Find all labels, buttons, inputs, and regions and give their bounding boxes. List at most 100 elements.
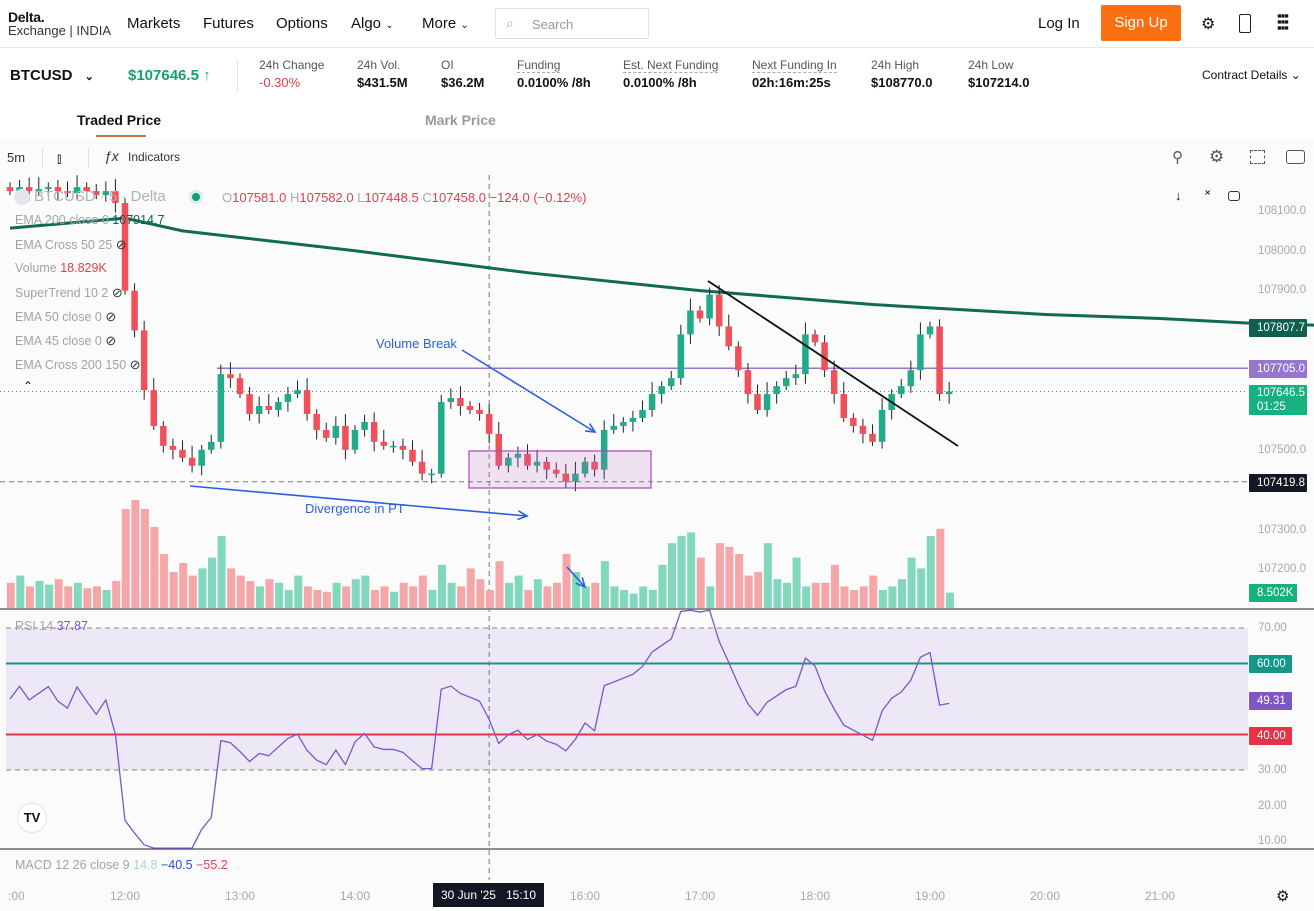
volume-bar	[687, 532, 696, 608]
mobile-icon[interactable]	[1239, 14, 1251, 33]
volume-bar	[25, 586, 34, 608]
candle-body	[821, 342, 828, 371]
volume-bar	[390, 591, 399, 608]
candle-body	[735, 346, 742, 371]
divider	[42, 148, 43, 168]
time-axis-settings-icon[interactable]: ⚙	[1276, 888, 1290, 905]
indicator-legend-item[interactable]: EMA 45 close 0 ⊘	[15, 333, 116, 349]
candle-body	[620, 421, 627, 426]
chevron-down-icon: ⌄	[84, 71, 94, 83]
market-status-icon	[191, 193, 200, 202]
candle-body	[409, 449, 416, 462]
signup-button[interactable]: Sign Up	[1101, 5, 1181, 41]
volume-bar	[112, 581, 121, 608]
nav-futures[interactable]: Futures	[203, 15, 254, 32]
contract-details-button[interactable]: Contract Details ⌄	[1202, 68, 1301, 82]
nav-more[interactable]: More ⌄	[422, 15, 469, 32]
stat-label: Funding	[517, 58, 561, 73]
hline-price-tag: 107705.0	[1249, 360, 1307, 378]
logo[interactable]: Delta.	[8, 9, 45, 25]
candle-body	[102, 191, 110, 196]
volume-bar	[54, 579, 63, 608]
low-value: 107448.5	[364, 190, 419, 205]
gear-icon[interactable]: ⚙	[1201, 16, 1216, 33]
fullscreen-icon[interactable]	[1250, 150, 1265, 164]
top-navbar	[0, 0, 1314, 48]
rsi-line	[9, 609, 950, 849]
candle-body	[35, 189, 42, 192]
login-button[interactable]: Log In	[1038, 15, 1080, 32]
candle-body	[457, 398, 464, 407]
candle-body	[610, 425, 617, 430]
price-axis-label: 107500.0	[1258, 444, 1306, 456]
settings-icon[interactable]: ⚙	[1209, 147, 1225, 166]
arrow-down-icon[interactable]: ↓	[1175, 188, 1182, 203]
chart-container[interactable]	[0, 138, 1314, 911]
volume-bar	[629, 593, 638, 608]
candle-body	[754, 394, 761, 410]
volume-bar	[188, 575, 197, 608]
tab-mark-price[interactable]: Mark Price	[425, 112, 496, 128]
volume-bar	[64, 586, 73, 608]
maximize-pane-icon[interactable]	[1228, 191, 1240, 201]
indicators-button[interactable]: Indicators	[128, 150, 181, 164]
candle-type-icon[interactable]: ⫾	[57, 150, 62, 166]
tab-traded-price[interactable]: Traded Price	[77, 112, 162, 128]
candle-body	[399, 445, 407, 450]
nav-markets[interactable]: Markets	[127, 15, 181, 32]
candle-body	[418, 461, 426, 474]
interval-selector[interactable]: 5m	[7, 150, 26, 165]
candle-body	[447, 398, 455, 403]
indicator-legend-item[interactable]: EMA Cross 50 25 ⊘	[15, 237, 127, 253]
collapse-icon[interactable]: ⌄ ⌃	[1203, 184, 1213, 203]
volume-bar	[917, 568, 926, 608]
candle-body	[936, 326, 943, 395]
search-input[interactable]: ⌕ Search	[495, 8, 649, 39]
price-axis-label: 108100.0	[1258, 205, 1306, 217]
collapse-legend-button[interactable]: ⌃	[22, 379, 34, 393]
eye-hidden-icon[interactable]: ⊘	[115, 237, 127, 252]
price-axis-label: 108000.0	[1258, 245, 1306, 257]
volume-bar	[620, 590, 629, 608]
nav-options[interactable]: Options	[276, 15, 328, 32]
eye-hidden-icon[interactable]: ⊘	[111, 285, 123, 300]
candle-body	[332, 425, 340, 438]
rsi-axis-label: 10.00	[1258, 835, 1287, 847]
function-icon[interactable]: ƒx	[104, 148, 119, 164]
indicator-legend-item[interactable]: SuperTrend 10 2 ⊘	[15, 285, 123, 301]
stat-value: -0.30%	[259, 75, 301, 90]
chart-legend-title: BTCUSD · 5 · Delta	[14, 188, 200, 206]
candle-body	[763, 394, 771, 410]
apps-grid-icon[interactable]: ▪▪▪ ▪▪▪ ▪▪▪	[1277, 8, 1289, 35]
nav-algo[interactable]: Algo ⌄	[351, 15, 394, 32]
tradingview-logo[interactable]: TV	[17, 803, 47, 833]
rsi-axis-label: 70.00	[1258, 622, 1287, 634]
candle-body	[639, 410, 646, 418]
symbol-selector[interactable]: BTCUSD ⌄	[10, 67, 94, 84]
eye-hidden-icon[interactable]: ⊘	[129, 357, 141, 372]
candle-body	[524, 453, 531, 466]
price-axis-label: 107300.0	[1258, 524, 1306, 536]
indicator-legend-item[interactable]: EMA 200 close 0 107914.7	[15, 213, 164, 227]
candle-body	[533, 461, 541, 466]
volume-bar	[380, 586, 389, 608]
volume-bar	[485, 590, 494, 608]
indicator-legend-item[interactable]: EMA Cross 200 150 ⊘	[15, 357, 141, 373]
indicator-legend-item[interactable]: EMA 50 close 0 ⊘	[15, 309, 116, 325]
candle-body	[45, 187, 52, 190]
eye-hidden-icon[interactable]: ⊘	[105, 333, 117, 348]
volume-bar	[227, 568, 236, 608]
volume-bar	[457, 586, 466, 608]
quick-search-icon[interactable]: ⚲	[1172, 149, 1183, 166]
candle-body	[131, 290, 138, 331]
last-price-tag-value: 107646.5	[1257, 387, 1305, 399]
volume-bar	[466, 568, 475, 608]
stat-value: 0.0100% /8h	[623, 75, 697, 90]
eye-hidden-icon[interactable]: ⊘	[105, 309, 117, 324]
volume-bar	[255, 586, 264, 608]
camera-icon[interactable]	[1286, 150, 1305, 164]
nav-more-label: More	[422, 15, 457, 32]
candle-body	[898, 386, 905, 395]
indicator-legend-item[interactable]: Volume 18.829K	[15, 261, 107, 275]
